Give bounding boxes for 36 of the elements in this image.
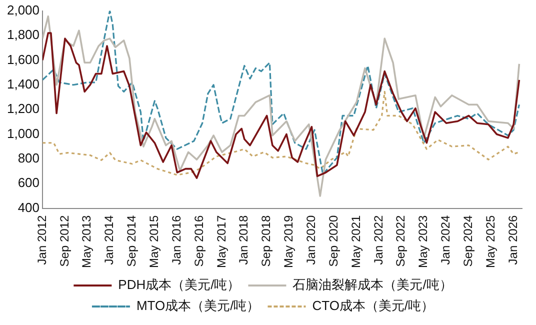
- y-tick-label: 1,200: [6, 101, 40, 116]
- x-tick-label: Jan 2016: [169, 214, 184, 265]
- x-tick-label: May 2013: [80, 214, 94, 268]
- x-tick-label: Sep 2014: [124, 214, 139, 267]
- legend-label: CTO成本（美元/吨）: [312, 298, 434, 314]
- x-tick-label: Jan 2022: [371, 214, 386, 265]
- x-tick-label: May 2019: [282, 214, 296, 268]
- x-tick-label: Sep 2024: [461, 214, 476, 267]
- x-tick-label: May 2015: [147, 214, 161, 268]
- x-tick-label: Sep 2016: [192, 214, 206, 267]
- legend-label: PDH成本（美元/吨）: [118, 277, 240, 292]
- x-tick-label: May 2017: [214, 214, 228, 268]
- y-tick-label: 800: [18, 150, 40, 166]
- y-tick-label: 2,000: [6, 2, 40, 18]
- x-tick-label: Sep 2022: [394, 214, 408, 267]
- y-tick-label: 1,800: [6, 27, 40, 42]
- y-tick-label: 1,400: [6, 76, 40, 92]
- x-tick-label: Jan 2024: [438, 214, 453, 265]
- x-tick-label: Jan 2014: [102, 214, 116, 265]
- x-tick-label: Jan 2012: [34, 214, 49, 265]
- line-series: [42, 90, 520, 176]
- x-tick-label: Jan 2026: [506, 214, 520, 265]
- x-tick-label: May 2023: [416, 214, 430, 268]
- x-tick-label: Sep 2012: [57, 214, 72, 267]
- y-tick-label: 1,600: [6, 52, 40, 67]
- x-tick-label: Sep 2018: [259, 214, 274, 267]
- y-tick-label: 600: [18, 175, 40, 190]
- x-tick-label: May 2025: [483, 214, 498, 268]
- x-tick-label: Jan 2018: [236, 214, 251, 265]
- x-tick-label: Jan 2020: [304, 214, 318, 265]
- x-tick-label: Sep 2020: [326, 214, 340, 267]
- y-tick-label: 1,000: [6, 126, 40, 141]
- x-tick-label: May 2021: [348, 214, 363, 268]
- legend-label: MTO成本（美元/吨）: [136, 298, 260, 314]
- y-tick-label: 400: [18, 200, 40, 215]
- legend-label: 石脑油裂解成本（美元/吨）: [292, 277, 452, 292]
